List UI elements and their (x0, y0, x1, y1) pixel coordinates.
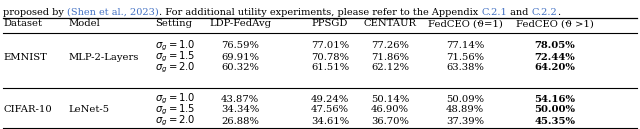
Text: 77.26%: 77.26% (371, 42, 409, 50)
Text: $\sigma_g = 2.0$: $\sigma_g = 2.0$ (155, 114, 196, 128)
Text: 50.09%: 50.09% (446, 95, 484, 103)
Text: FedCEO (ϑ >1): FedCEO (ϑ >1) (516, 19, 594, 29)
Text: (Shen et al., 2023): (Shen et al., 2023) (67, 8, 159, 17)
Text: 47.56%: 47.56% (311, 106, 349, 115)
Text: Setting: Setting (155, 19, 192, 29)
Text: CENTAUR: CENTAUR (364, 19, 417, 29)
Text: $\sigma_g = 1.0$: $\sigma_g = 1.0$ (155, 92, 196, 106)
Text: $\sigma_g = 1.5$: $\sigma_g = 1.5$ (155, 50, 195, 64)
Text: 34.61%: 34.61% (311, 116, 349, 126)
Text: 63.38%: 63.38% (446, 63, 484, 72)
Text: LDP-FedAvg: LDP-FedAvg (209, 19, 271, 29)
Text: . For additional utility experiments, please refer to the Appendix: . For additional utility experiments, pl… (159, 8, 481, 17)
Text: 70.78%: 70.78% (311, 53, 349, 62)
Text: 48.89%: 48.89% (446, 106, 484, 115)
Text: 72.44%: 72.44% (534, 53, 575, 62)
Text: 34.34%: 34.34% (221, 106, 259, 115)
Text: 36.70%: 36.70% (371, 116, 409, 126)
Text: 46.90%: 46.90% (371, 106, 409, 115)
Text: 60.32%: 60.32% (221, 63, 259, 72)
Text: 62.12%: 62.12% (371, 63, 409, 72)
Text: PPSGD: PPSGD (312, 19, 348, 29)
Text: 50.14%: 50.14% (371, 95, 409, 103)
Text: $\sigma_g = 1.0$: $\sigma_g = 1.0$ (155, 39, 196, 53)
Text: CIFAR-10: CIFAR-10 (3, 106, 52, 115)
Text: 54.16%: 54.16% (534, 95, 575, 103)
Text: 49.24%: 49.24% (311, 95, 349, 103)
Text: 69.91%: 69.91% (221, 53, 259, 62)
Text: 76.59%: 76.59% (221, 42, 259, 50)
Text: 71.86%: 71.86% (371, 53, 409, 62)
Text: 26.88%: 26.88% (221, 116, 259, 126)
Text: Dataset: Dataset (3, 19, 42, 29)
Text: and: and (507, 8, 531, 17)
Text: $\sigma_g = 2.0$: $\sigma_g = 2.0$ (155, 61, 196, 75)
Text: MLP-2-Layers: MLP-2-Layers (68, 53, 138, 62)
Text: Model: Model (68, 19, 100, 29)
Text: 37.39%: 37.39% (446, 116, 484, 126)
Text: 77.01%: 77.01% (311, 42, 349, 50)
Text: 61.51%: 61.51% (311, 63, 349, 72)
Text: EMNIST: EMNIST (3, 53, 47, 62)
Text: 45.35%: 45.35% (534, 116, 575, 126)
Text: 50.00%: 50.00% (534, 106, 575, 115)
Text: $\sigma_g = 1.5$: $\sigma_g = 1.5$ (155, 103, 195, 117)
Text: 77.14%: 77.14% (446, 42, 484, 50)
Text: 71.56%: 71.56% (446, 53, 484, 62)
Text: C.2.2: C.2.2 (531, 8, 557, 17)
Text: 78.05%: 78.05% (534, 42, 575, 50)
Text: LeNet-5: LeNet-5 (68, 106, 109, 115)
Text: 64.20%: 64.20% (534, 63, 575, 72)
Text: 43.87%: 43.87% (221, 95, 259, 103)
Text: FedCEO (ϑ=1): FedCEO (ϑ=1) (428, 19, 502, 29)
Text: C.2.1: C.2.1 (481, 8, 507, 17)
Text: .: . (557, 8, 560, 17)
Text: proposed by: proposed by (3, 8, 67, 17)
